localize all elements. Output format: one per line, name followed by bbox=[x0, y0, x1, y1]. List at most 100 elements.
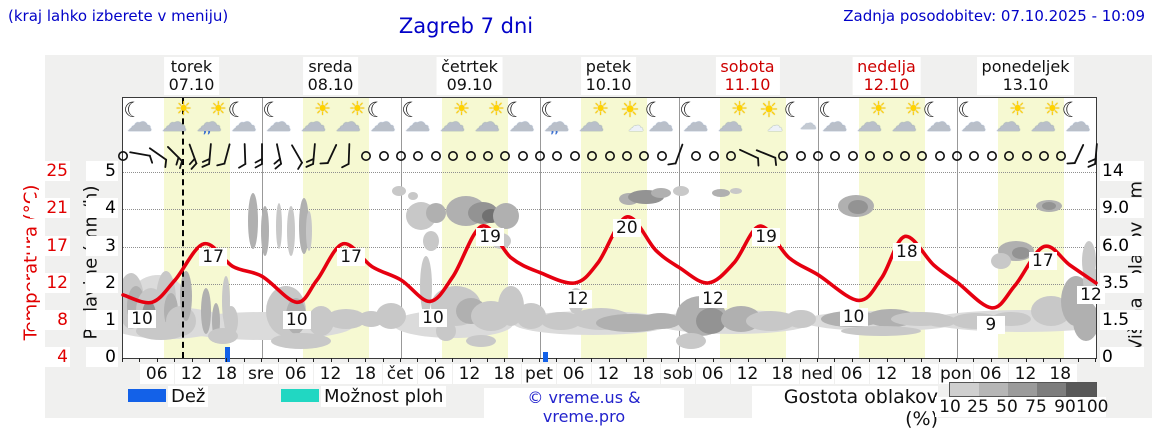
x-axis-tick bbox=[869, 358, 871, 362]
temperature-curve bbox=[121, 215, 1098, 310]
plot-overlay-layers: ☾ ☁ ☀ ☁ ☀ ☁’’ ☾ ☁ ☾ ☁ ☀ ☁ ☀ ☁ ☾ ☁ ☾ ☁ ☀ ☁ ☀ ☁ ☾ ☁ ☾ ☁’’ ☀ ☁ ☀ ☁ ☾ ☁ ☾ ☁ ☀ ☁… bbox=[118, 98, 1105, 362]
grid-line bbox=[123, 283, 1096, 285]
cloud-blob bbox=[1042, 202, 1056, 210]
x-axis: 06 12 18 06 12 18 06 12 18 06 12 18 06 12 18 06 12 18 06 12… bbox=[122, 357, 1096, 387]
cloud-blob bbox=[306, 211, 312, 251]
x-axis-tick bbox=[417, 358, 419, 362]
x-axis-tick bbox=[156, 358, 158, 362]
day-date: 09.10 bbox=[446, 75, 493, 94]
wind-calm-icon bbox=[860, 142, 880, 166]
day-name: nedelja bbox=[857, 57, 916, 76]
rain-drops-icon: ’’ bbox=[202, 129, 212, 142]
plot-area: ☾ ☁ ☀ ☁ ☀ ☁’’ ☾ ☁ ☾ ☁ ☀ ☁ ☀ ☁ ☾ ☁ ☾ ☁ ☀ ☁ ☀ ☁ ☾ ☁ ☾ ☁’’ ☀ ☁ ☀ ☁ ☾ ☁ ☾ ☁ ☀ ☁… bbox=[118, 97, 1105, 362]
temperature-value-label: 18 bbox=[892, 243, 921, 262]
cloud-cover-legend-label: Gostota oblakov (%) bbox=[752, 386, 938, 430]
wind-calm-icon bbox=[1017, 142, 1037, 166]
x-axis-hour-label: 12 bbox=[730, 364, 765, 384]
cloud-blob bbox=[1012, 247, 1030, 259]
cloud-blob bbox=[208, 328, 238, 344]
x-axis-tick bbox=[226, 358, 228, 362]
sun-icon: ☀ bbox=[1009, 98, 1027, 120]
temperature-curve-path bbox=[121, 215, 1098, 310]
sun-icon: ☀ bbox=[348, 98, 366, 120]
day-header: torek 07.10 bbox=[163, 57, 220, 95]
plot-background-layers bbox=[123, 98, 1096, 358]
x-axis-hour-label: 06 bbox=[278, 364, 313, 384]
sun-icon: ☀ bbox=[731, 98, 749, 120]
cloud-blob bbox=[676, 333, 706, 349]
weather-icon-sun-small-cloud: ☀ ☁ bbox=[749, 98, 783, 142]
x-axis-day-label: pon bbox=[939, 364, 973, 384]
temperature-tick-label: 17 bbox=[30, 235, 70, 256]
cloud-height-tick-label: 1.5 bbox=[1100, 309, 1144, 330]
wind-calm-icon bbox=[773, 142, 793, 166]
temperature-tick-label: 4 bbox=[30, 347, 70, 367]
cloud-icon: ☁ bbox=[334, 108, 361, 138]
x-axis-hour-label: 18 bbox=[904, 364, 939, 384]
wind-calm-icon bbox=[113, 142, 133, 166]
x-axis-tick bbox=[695, 358, 697, 362]
x-axis-tick bbox=[347, 358, 349, 362]
wind-calm-icon bbox=[652, 142, 672, 166]
x-axis-tick bbox=[903, 358, 905, 362]
wind-barb-icon bbox=[165, 142, 185, 170]
cloud-icon: ☁ bbox=[195, 108, 222, 138]
x-axis-tick bbox=[174, 358, 176, 362]
cloud-icon: ☁ bbox=[960, 108, 987, 138]
temperature-value-label: 19 bbox=[752, 228, 781, 247]
cloud-blob bbox=[848, 200, 868, 214]
cloud-icon: ☁ bbox=[1029, 108, 1056, 138]
day-name: ponedeljek bbox=[981, 57, 1070, 76]
wind-calm-icon bbox=[600, 142, 620, 166]
day-name: sreda bbox=[308, 57, 353, 76]
wind-calm-icon bbox=[408, 142, 428, 166]
cloud-blob bbox=[408, 192, 418, 200]
cloud-icon: ☁ bbox=[473, 108, 500, 138]
x-axis-tick bbox=[122, 358, 123, 362]
x-axis-hour-label: 18 bbox=[487, 364, 522, 384]
moon-icon: ☾ bbox=[540, 98, 560, 122]
x-axis-tick bbox=[469, 358, 471, 362]
temperature-value-label: 12 bbox=[563, 289, 592, 308]
x-axis-tick bbox=[452, 358, 454, 362]
precip-tick-label: 0 bbox=[86, 347, 118, 367]
cloud-icon: ☁ bbox=[300, 108, 327, 138]
temperature-value-label: 10 bbox=[839, 308, 868, 327]
cloud-blob bbox=[287, 206, 295, 256]
x-axis-hour-label: 12 bbox=[591, 364, 626, 384]
moon-icon: ☾ bbox=[262, 98, 282, 122]
x-axis-tick bbox=[990, 358, 992, 362]
cloud-height-tick-label: 14 bbox=[1100, 161, 1144, 182]
x-axis-hour-label: 06 bbox=[973, 364, 1008, 384]
weather-icon-moon-cloud: ☾ ☁ bbox=[818, 98, 852, 142]
cloud-blob bbox=[786, 310, 816, 328]
wind-calm-icon bbox=[895, 142, 915, 166]
wind-barb-icon bbox=[148, 142, 168, 168]
cloud-blob bbox=[746, 311, 796, 331]
showers-legend-swatch bbox=[281, 389, 319, 402]
cloud-cover-scale-segment bbox=[1008, 383, 1037, 396]
weather-icon-moon-cloud: ☾ ☁ bbox=[506, 98, 540, 142]
wind-calm-icon bbox=[513, 142, 533, 166]
x-axis-tick bbox=[1025, 358, 1027, 362]
wind-barb-icon bbox=[755, 142, 777, 166]
x-axis-tick bbox=[1095, 358, 1096, 362]
x-axis-tick bbox=[712, 358, 714, 362]
weather-icon-moon-cloud: ☾ ☁ bbox=[228, 98, 262, 142]
x-axis-tick bbox=[764, 358, 766, 362]
precip-axis-label: Padavine (mm/h) bbox=[80, 185, 102, 340]
small-cloud-icon: ☁ bbox=[766, 116, 783, 135]
moon-icon: ☾ bbox=[401, 98, 421, 122]
wind-calm-icon bbox=[1034, 142, 1054, 166]
wind-calm-icon bbox=[982, 142, 1002, 166]
wind-calm-icon bbox=[547, 142, 567, 166]
cloud-cover-scale-segment bbox=[950, 383, 979, 396]
weather-icon-sun-cloud: ☀ ☁ bbox=[471, 98, 505, 142]
sun-icon: ☀ bbox=[453, 98, 471, 120]
wind-barb-icon bbox=[738, 142, 759, 167]
precip-tick-label: 2 bbox=[86, 272, 118, 293]
temperature-value-label: 17 bbox=[337, 247, 366, 266]
moon-icon: ☾ bbox=[123, 98, 143, 122]
temperature-tick-label: 12 bbox=[30, 272, 70, 293]
copyright-text: © vreme.us & vreme.pro bbox=[484, 388, 684, 426]
